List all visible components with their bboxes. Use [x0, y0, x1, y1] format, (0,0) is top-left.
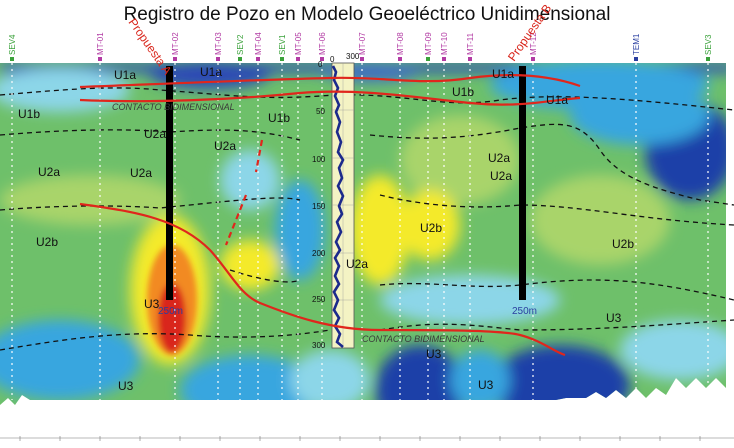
unit-u2b-3: U2b — [612, 237, 634, 251]
log-axis-300: 300 — [346, 52, 360, 61]
log-depth-0: 0 — [318, 60, 323, 69]
sev4-label: SEV4 — [8, 34, 17, 55]
contact-label-lower: CONTACTO BIDIMENSIONAL — [362, 334, 485, 344]
unit-u3-1: U3 — [144, 297, 160, 311]
tem1-label: TEM1 — [632, 33, 641, 55]
unit-u2a-5: U2a — [488, 151, 510, 165]
unit-u3-2: U3 — [426, 347, 442, 361]
unit-u2a-3: U2a — [130, 166, 152, 180]
sev2-label: SEV2 — [236, 34, 245, 55]
mt04-label: MT-04 — [254, 32, 263, 55]
unit-u1a-2: U1a — [200, 65, 222, 79]
unit-u3-5: U3 — [606, 311, 622, 325]
sev1-label: SEV1 — [278, 34, 287, 55]
distance-axis — [0, 436, 734, 441]
unit-u1a-4: U1a — [546, 93, 568, 107]
unit-u2a-6: U2a — [490, 169, 512, 183]
unit-u1a-3: U1a — [492, 67, 514, 81]
sev3-label: SEV3 — [704, 34, 713, 55]
unit-u2a-7: U2a — [346, 257, 368, 271]
mt06-label: MT-06 — [318, 32, 327, 55]
mt07-label: MT-07 — [358, 32, 367, 55]
log-axis-0: 0 — [330, 55, 335, 64]
mt08-label: MT-08 — [396, 32, 405, 55]
station-lines — [11, 63, 709, 400]
log-depth-100: 100 — [312, 155, 326, 164]
log-depth-250: 250 — [312, 295, 326, 304]
mt09-label: MT-09 — [424, 32, 433, 55]
unit-u1b-3: U1b — [452, 85, 474, 99]
log-depth-150: 150 — [312, 202, 326, 211]
mt10-label: MT-10 — [440, 32, 449, 55]
resistivity-section — [0, 63, 726, 405]
well-b-bar — [519, 66, 526, 300]
unit-u2b-2: U2b — [420, 221, 442, 235]
mt03-label: MT-03 — [214, 32, 223, 55]
log-depth-200: 200 — [312, 249, 326, 258]
well-a-bar — [166, 66, 173, 300]
unit-u1b-2: U1b — [268, 111, 290, 125]
station-markers — [10, 57, 710, 61]
unit-u3-3: U3 — [118, 379, 134, 393]
station-labels: SEV4 MT-01 MT-02 MT-03 SEV2 MT-04 SEV1 M… — [8, 32, 713, 55]
unit-u2a-1: U2a — [144, 127, 166, 141]
unit-u1b-1: U1b — [18, 107, 40, 121]
contact-label-upper: CONTACTO BIDIMENSIONAL — [112, 102, 235, 112]
log-depth-300: 300 — [312, 341, 326, 350]
well-b-depth: 250m — [512, 306, 537, 317]
unit-u3-4: U3 — [478, 378, 494, 392]
resistivity-log-curve — [331, 65, 345, 348]
unit-u1a-1: U1a — [114, 68, 136, 82]
mt02-label: MT-02 — [171, 32, 180, 55]
contact-lines — [79, 73, 581, 357]
unit-u2b-1: U2b — [36, 235, 58, 249]
mt05-label: MT-05 — [294, 32, 303, 55]
log-depth-50: 50 — [316, 107, 325, 116]
well-log-panel: 0 50 100 150 200 250 300 0 300 — [312, 52, 360, 350]
figure-title: Registro de Pozo en Modelo Geoeléctrico … — [123, 4, 611, 25]
unit-u2a-4: U2a — [38, 165, 60, 179]
mt11-label: MT-11 — [466, 32, 475, 55]
well-a-depth: 250m — [158, 306, 183, 317]
mt01-label: MT-01 — [96, 32, 105, 55]
mt12-label: MT-12 — [529, 32, 538, 55]
unit-u2a-2: U2a — [214, 139, 236, 153]
